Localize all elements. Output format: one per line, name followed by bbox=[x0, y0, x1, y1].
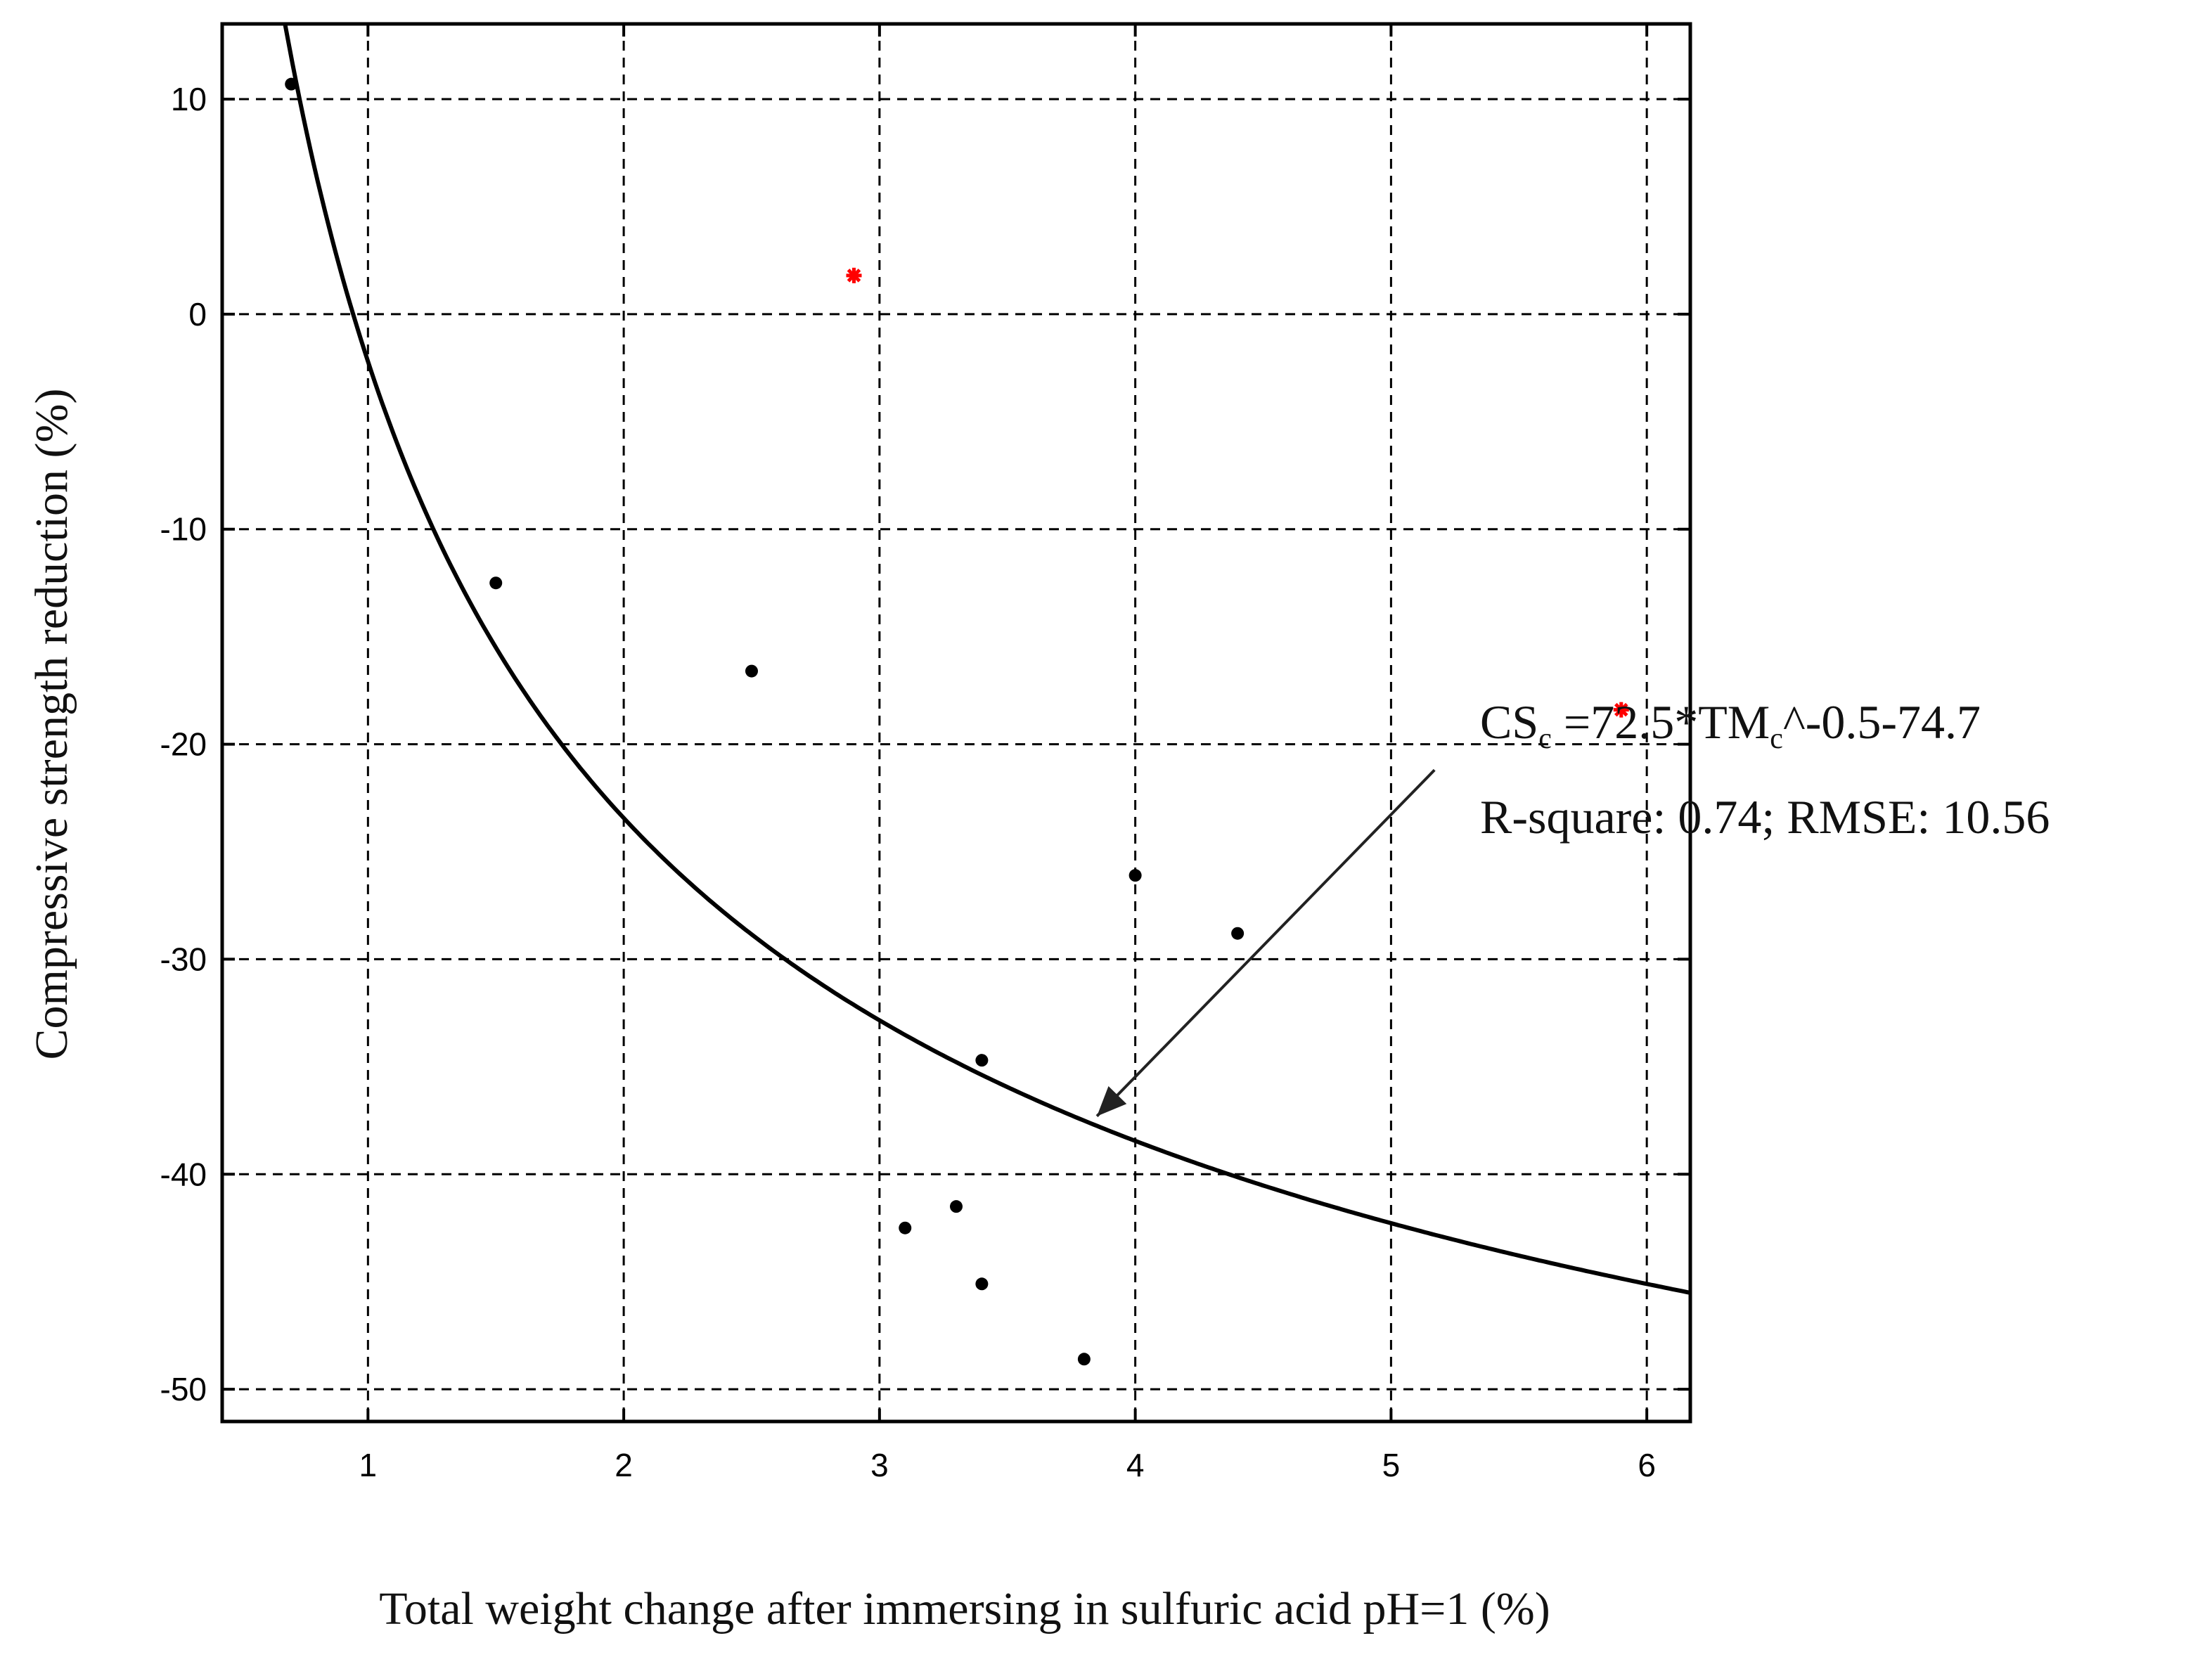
fit-curve bbox=[283, 24, 1690, 1295]
fit-stats: R-square: 0.74; RMSE: 10.56 bbox=[1480, 790, 2050, 844]
data-point bbox=[975, 1277, 989, 1291]
data-point bbox=[975, 1054, 989, 1067]
annotation-arrow-layer bbox=[1095, 768, 1436, 1118]
y-tick-label: -40 bbox=[160, 1156, 207, 1192]
y-tick-label: -10 bbox=[160, 511, 207, 548]
outlier-stroke bbox=[847, 269, 861, 283]
eq-tm-sub: c bbox=[1770, 723, 1783, 755]
eq-cs: CS bbox=[1480, 695, 1538, 749]
data-point bbox=[1077, 1353, 1091, 1366]
eq-tail: ^-0.5-74.7 bbox=[1783, 695, 1981, 749]
fit-equation: CSc =72.5*TMc^-0.5-74.7 bbox=[1480, 695, 1981, 755]
grid-lines bbox=[222, 24, 1690, 1421]
eq-cs-sub: c bbox=[1538, 723, 1552, 755]
data-points bbox=[285, 77, 1629, 1366]
data-point bbox=[489, 576, 503, 590]
data-point bbox=[899, 1221, 912, 1234]
x-tick-label: 5 bbox=[1382, 1447, 1401, 1483]
y-tick-label: 0 bbox=[188, 296, 207, 333]
x-tick-label: 3 bbox=[870, 1447, 889, 1483]
y-tick-label: -50 bbox=[160, 1371, 207, 1407]
x-tick-label: 6 bbox=[1638, 1447, 1656, 1483]
data-point bbox=[285, 77, 298, 91]
plot-frame bbox=[220, 22, 1692, 1424]
annotation-arrow-shaft bbox=[1095, 768, 1436, 1118]
outlier-point bbox=[1613, 702, 1629, 718]
axis-ticks: 1 2 3 4 5 6 10 0 -10 -20 -30 -40 -50 bbox=[160, 24, 1690, 1483]
y-axis-label: Compressive strength reduction (%) bbox=[26, 389, 77, 1060]
outlier-stroke bbox=[1614, 702, 1628, 717]
y-tick-label: -30 bbox=[160, 941, 207, 977]
x-tick-label: 2 bbox=[615, 1447, 633, 1483]
x-axis-label: Total weight change after immersing in s… bbox=[379, 1583, 1550, 1635]
x-tick-label: 4 bbox=[1126, 1447, 1145, 1483]
y-tick-label: 10 bbox=[171, 81, 207, 117]
fit-curve-layer bbox=[283, 24, 1690, 1295]
data-point bbox=[1128, 869, 1142, 882]
outlier-point bbox=[846, 267, 862, 283]
data-point bbox=[745, 664, 758, 678]
annotation-arrow-head bbox=[1097, 1086, 1127, 1116]
y-tick-label: -20 bbox=[160, 726, 207, 763]
data-point bbox=[950, 1200, 963, 1213]
eq-mid: =72.5*TM bbox=[1552, 695, 1770, 749]
x-tick-label: 1 bbox=[359, 1447, 378, 1483]
data-point bbox=[1231, 927, 1245, 940]
